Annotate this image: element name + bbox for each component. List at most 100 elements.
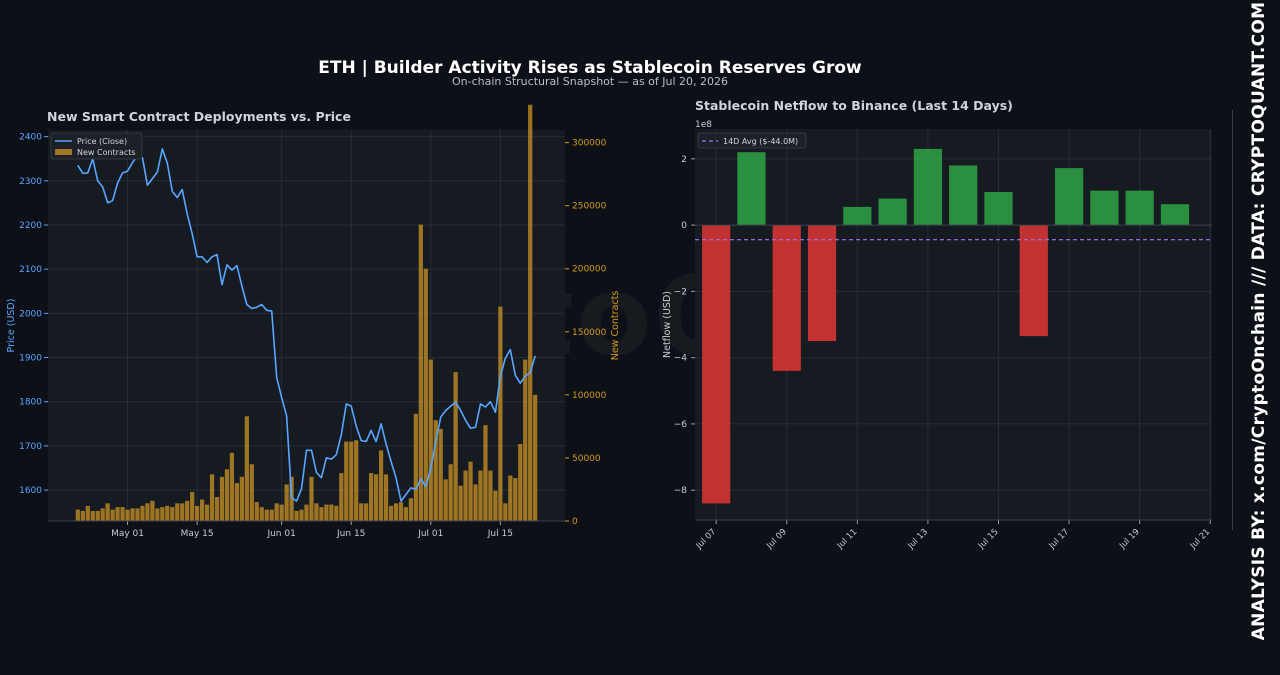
x-tick-label: Jul 11	[835, 527, 860, 552]
legend-contracts-label: New Contracts	[77, 148, 136, 157]
contracts-bar	[364, 503, 369, 521]
contracts-bar	[309, 476, 314, 521]
contracts-bar	[239, 476, 244, 521]
contracts-bar	[244, 416, 249, 521]
left-chart-title: New Smart Contract Deployments vs. Price	[47, 109, 351, 124]
contracts-bar	[115, 507, 120, 521]
netflow-bar-negative	[807, 225, 837, 342]
contracts-bar	[299, 509, 304, 521]
contracts-bar	[443, 479, 448, 521]
contracts-bar	[498, 306, 503, 521]
netflow-bar-positive	[984, 191, 1013, 226]
contracts-bar	[75, 509, 80, 521]
y-scale-label: 1e8	[695, 120, 712, 130]
x-tick-label: Jul 09	[764, 527, 789, 552]
contracts-bar	[423, 268, 428, 521]
y-tick-label: −2	[674, 287, 687, 297]
y2-tick-label: 300000	[572, 139, 607, 149]
contracts-bar	[483, 425, 488, 521]
netflow-bar-positive	[1090, 190, 1119, 226]
contracts-bar	[259, 507, 264, 521]
y2-tick-label: 250000	[572, 202, 607, 212]
x-tick-label: May 01	[111, 529, 144, 539]
contracts-bar	[145, 503, 150, 521]
contracts-bar	[403, 507, 409, 521]
chart-subtitle: On-chain Structural Snapshot — as of Jul…	[451, 75, 729, 88]
contracts-bar	[513, 478, 518, 521]
contracts-bar	[373, 474, 379, 521]
contracts-bar	[195, 505, 200, 521]
contracts-bar	[518, 444, 523, 521]
contracts-bar	[369, 473, 374, 521]
x-tick-label: Jul 17	[1047, 527, 1072, 552]
y-tick-label: 2400	[19, 133, 42, 143]
y-tick-label: −8	[674, 486, 688, 496]
y2-tick-label: 150000	[572, 328, 607, 338]
contracts-bar	[329, 504, 334, 521]
y-tick-label: 1900	[19, 354, 42, 364]
contracts-bar	[170, 507, 175, 521]
contracts-bar	[234, 483, 240, 521]
credit-divider	[1232, 110, 1233, 530]
right-chart: Stablecoin Netflow to Binance (Last 14 D…	[662, 98, 1213, 552]
contracts-bar	[155, 508, 160, 521]
contracts-bar	[398, 502, 404, 521]
contracts-bar	[344, 441, 349, 521]
contracts-bar	[503, 503, 508, 521]
y2-tick-label: 0	[572, 517, 578, 527]
contracts-bar	[150, 500, 155, 521]
contracts-bar	[294, 510, 299, 521]
contracts-bar	[488, 470, 493, 521]
netflow-bar-positive	[949, 165, 978, 226]
contracts-bar	[339, 473, 344, 521]
contracts-bar	[135, 508, 140, 521]
contracts-bar	[418, 224, 423, 521]
contracts-bar	[413, 413, 418, 521]
contracts-bar	[229, 452, 235, 521]
contracts-bar	[388, 505, 394, 521]
y-tick-label: 2000	[19, 309, 42, 319]
legend-box	[697, 132, 807, 149]
contracts-bar	[85, 505, 90, 521]
contracts-bar	[314, 503, 319, 521]
price-line	[77, 148, 536, 502]
contracts-bar	[528, 104, 533, 521]
contracts-bar	[214, 497, 220, 521]
contracts-bar	[180, 503, 185, 521]
x-tick-label: Jul 13	[905, 527, 930, 552]
chart-title: ETH | Builder Activity Rises as Stableco…	[318, 58, 862, 78]
contracts-bar	[523, 359, 528, 521]
netflow-bar-positive	[843, 206, 872, 226]
contracts-bar	[165, 505, 170, 521]
netflow-bar-positive	[913, 148, 943, 226]
contracts-bar	[458, 485, 463, 521]
x-tick-label: Jul 21	[1188, 527, 1213, 552]
contracts-bar	[334, 505, 339, 521]
contracts-bar	[478, 470, 483, 521]
contracts-bar	[383, 474, 389, 521]
y2-tick-label: 200000	[572, 265, 607, 275]
y-tick-label: 1700	[19, 442, 42, 452]
y-axis-label: Netflow (USD)	[662, 291, 673, 358]
contracts-bar	[199, 499, 205, 521]
legend-box	[50, 132, 143, 160]
contracts-bar	[105, 503, 110, 521]
contracts-bar	[493, 490, 498, 521]
contracts-bar	[224, 469, 230, 521]
contracts-bar	[533, 394, 538, 521]
contracts-bar	[130, 508, 135, 521]
contracts-bar	[95, 510, 100, 521]
contracts-bar	[204, 504, 210, 521]
y-tick-label: 1800	[19, 398, 42, 408]
credit-banner: ANALYSIS BY: x.com/CryptoOnchain /// DAT…	[1238, 0, 1280, 641]
left-chart: New Smart Contract Deployments vs. Price…	[6, 104, 621, 539]
contracts-bar	[453, 372, 458, 521]
x-tick-label: Jul 19	[1117, 527, 1142, 552]
contracts-bar	[408, 498, 414, 521]
contracts-bar	[433, 420, 438, 521]
contracts-bar	[100, 508, 105, 521]
netflow-bar-positive	[737, 152, 766, 226]
contracts-bar	[175, 503, 180, 521]
y-tick-label: −4	[674, 354, 688, 364]
netflow-bar-positive	[1160, 204, 1190, 226]
